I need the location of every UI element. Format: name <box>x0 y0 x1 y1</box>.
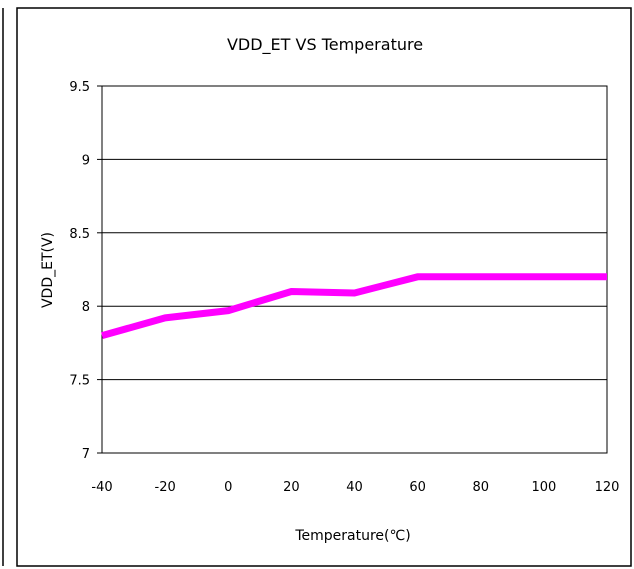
x-tick-label: -40 <box>91 480 112 495</box>
plot-area <box>101 85 608 454</box>
x-tick-labels: -40 -20 0 20 40 60 80 100 120 <box>91 480 619 495</box>
y-tick-label: 9 <box>82 153 90 168</box>
x-tick-label: 20 <box>283 480 300 495</box>
x-axis-label: Temperature(℃) <box>294 528 410 544</box>
y-tick-label: 7 <box>82 447 90 462</box>
x-tick-label: 0 <box>224 480 232 495</box>
y-tick-label: 8.5 <box>69 227 90 242</box>
y-tick-labels: 7 7.5 8 8.5 9 9.5 <box>69 80 90 462</box>
x-tick-label: 60 <box>409 480 426 495</box>
y-tick-label: 9.5 <box>69 80 90 95</box>
x-tick-label: -20 <box>155 480 176 495</box>
y-tick-label: 8 <box>82 300 90 315</box>
y-axis-label: VDD_ET(V) <box>40 232 56 308</box>
gridlines <box>97 85 607 454</box>
x-tick-label: 100 <box>531 480 556 495</box>
chart-title: VDD_ET VS Temperature <box>227 35 423 55</box>
series-lines <box>101 273 607 339</box>
x-tick-label: 120 <box>595 480 620 495</box>
x-tick-label: 40 <box>346 480 363 495</box>
x-tick-label: 80 <box>472 480 489 495</box>
y-tick-label: 7.5 <box>69 374 90 389</box>
series-line-0 <box>101 273 607 339</box>
